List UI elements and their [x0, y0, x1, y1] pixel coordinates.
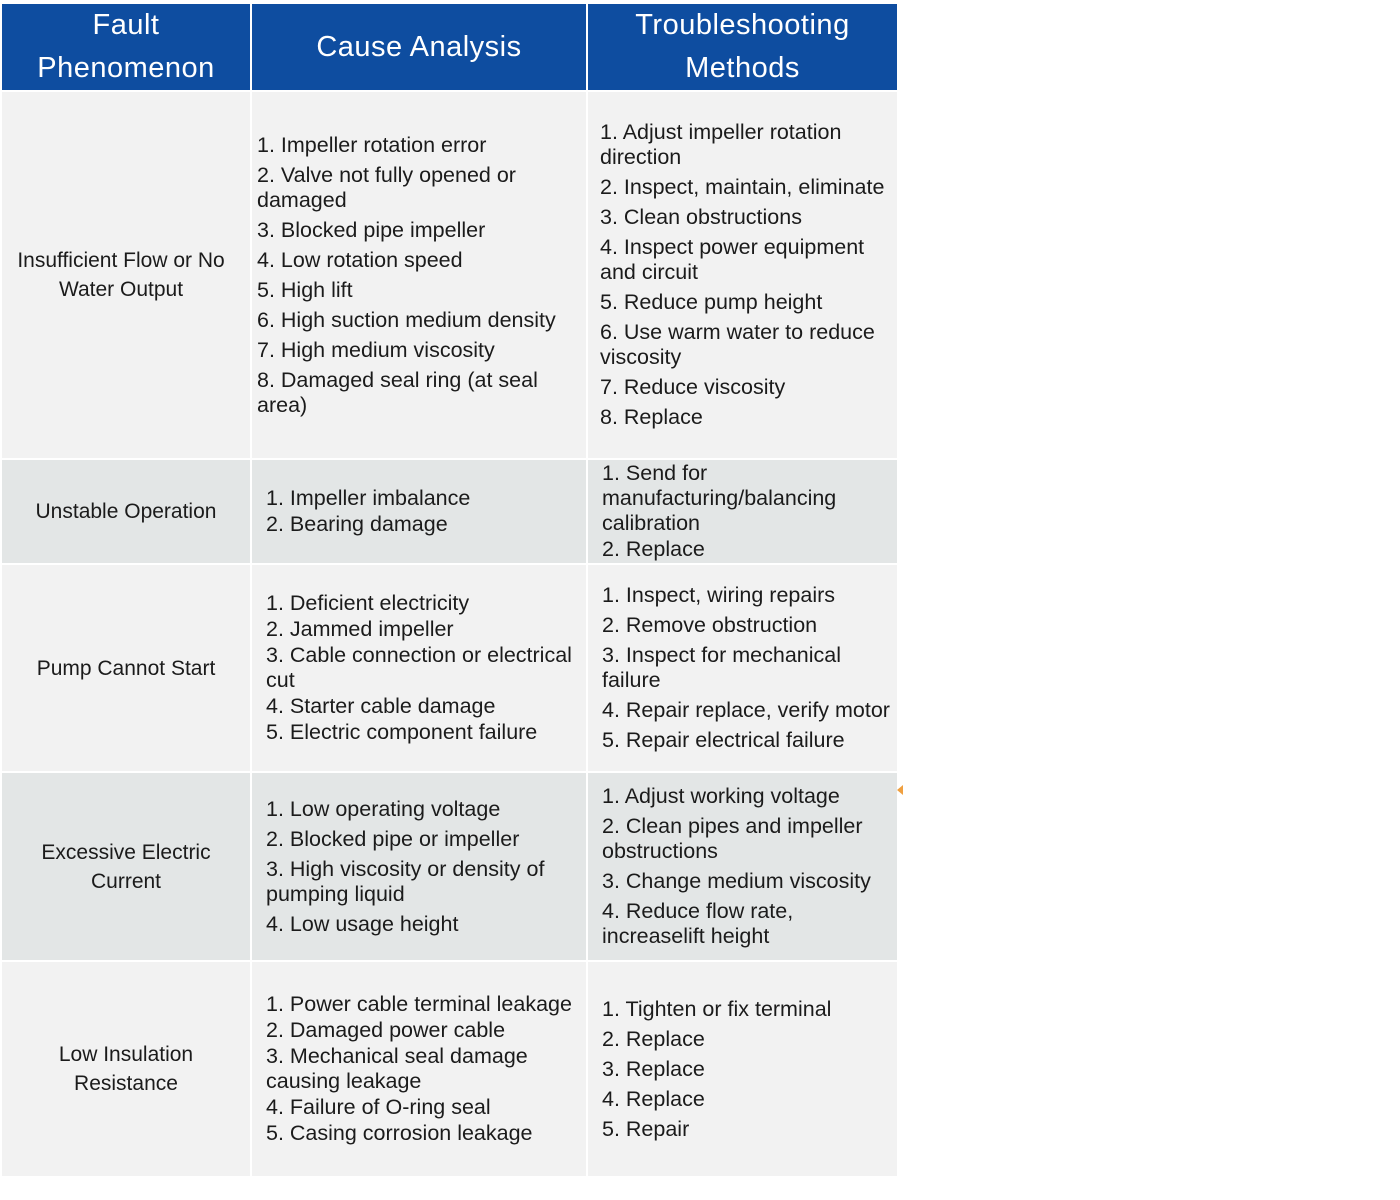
method-item: 1. Send for manufacturing/balancing cali… [602, 461, 837, 535]
fault-label: Unstable Operation [35, 500, 217, 523]
orange-marker-icon [897, 785, 903, 795]
cause-item: 8. Damaged seal ring (at seal area) [257, 367, 538, 417]
fault-label: Excessive Electric Current [41, 840, 211, 893]
cause-item: 2. Bearing damage [266, 512, 448, 536]
fault-phenomenon-cell: Pump Cannot Start [0, 563, 252, 773]
method-item: 4. Repair replace, verify motor [602, 698, 890, 722]
method-item: 5. Repair electrical failure [602, 728, 845, 752]
fault-phenomenon-cell: Low Insulation Resistance [0, 960, 252, 1178]
table-row: Pump Cannot Start 1. Deficient electricit… [0, 563, 899, 773]
header-row: Fault Phenomenon Cause Analysis Troubles… [0, 2, 899, 92]
method-item: 3. Clean obstructions [600, 205, 802, 229]
cause-analysis-cell: 1. Low operating voltage 2. Blocked pipe … [250, 771, 588, 962]
cause-item: 4. Low rotation speed [257, 247, 463, 272]
troubleshooting-methods-cell: 1. Tighten or fix terminal 2. Replace 3. R… [586, 960, 899, 1178]
method-item: 3. Inspect for mechanical failure [602, 643, 842, 692]
table-row: Low Insulation Resistance 1. Power cable … [0, 960, 899, 1178]
cause-item: 1. Deficient electricity [266, 591, 470, 615]
fault-phenomenon-cell: Unstable Operation [0, 458, 252, 565]
cause-item: 1. Low operating voltage [266, 796, 501, 821]
fault-label: Pump Cannot Start [36, 656, 216, 680]
cause-item: 6. High suction medium density [257, 307, 556, 332]
fault-phenomenon-cell: Insufficient Flow or No Water Output [0, 90, 252, 460]
method-item: 2. Clean pipes and impeller obstructions [602, 814, 863, 863]
cause-item: 4. Low usage height [266, 911, 459, 936]
cause-item: 3. High viscosity or density of pumping … [266, 856, 545, 906]
troubleshooting-methods-cell: 1. Send for manufacturing/balancing cali… [586, 458, 899, 565]
cause-analysis-cell: 1. Impeller rotation error 2. Valve not f… [250, 90, 588, 460]
method-item: 2. Replace [602, 537, 705, 561]
header-fault-phenomenon: Fault Phenomenon [0, 2, 252, 92]
method-item: 8. Replace [600, 405, 703, 429]
table-row: Unstable Operation 1. Impeller imbalance 2… [0, 458, 899, 565]
cause-analysis-cell: 1. Deficient electricity 2. Jammed impell… [250, 563, 588, 773]
troubleshooting-methods-cell: 1. Adjust impeller rotation direction 2. … [586, 90, 899, 460]
method-item: 4. Reduce flow rate, increaselift height [602, 899, 794, 948]
cause-item: 2. Damaged power cable [266, 1018, 506, 1042]
cause-item: 1. Impeller rotation error [257, 132, 487, 157]
cause-item: 3. Blocked pipe impeller [257, 217, 486, 242]
fault-label: Insufficient Flow or No Water Output [17, 249, 225, 301]
cause-item: 1. Power cable terminal leakage [266, 992, 572, 1016]
cause-item: 7. High medium viscosity [257, 337, 495, 362]
method-item: 2. Replace [602, 1026, 705, 1051]
method-item: 1. Tighten or fix terminal [602, 996, 832, 1021]
cause-analysis-cell: 1. Impeller imbalance 2. Bearing damage [250, 458, 588, 565]
troubleshooting-methods-cell: 1. Inspect, wiring repairs 2. Remove obst… [586, 563, 899, 773]
fault-label: Low Insulation Resistance [58, 1043, 194, 1095]
method-item: 1. Adjust working voltage [602, 784, 840, 808]
method-item: 4. Replace [602, 1086, 705, 1111]
method-item: 1. Inspect, wiring repairs [602, 583, 836, 607]
table-row: Insufficient Flow or No Water Output 1. I… [0, 90, 899, 460]
method-item: 2. Remove obstruction [602, 613, 818, 637]
cause-item: 5. Electric component failure [266, 720, 538, 744]
cause-item: 2. Jammed impeller [266, 617, 454, 641]
method-item: 4. Inspect power equipment and circuit [600, 235, 865, 284]
method-item: 5. Reduce pump height [600, 290, 823, 314]
header-cause-analysis: Cause Analysis [250, 2, 588, 92]
fault-troubleshooting-table: Fault Phenomenon Cause Analysis Troubles… [0, 2, 899, 1178]
cause-item: 5. Casing corrosion leakage [266, 1121, 533, 1145]
cause-item: 3. Cable connection or electrical cut [266, 643, 572, 692]
header-troubleshooting-methods: Troubleshooting Methods [586, 2, 899, 92]
method-item: 7. Reduce viscosity [600, 375, 786, 399]
cause-item: 3. Mechanical seal damage causing leakag… [266, 1044, 528, 1093]
fault-phenomenon-cell: Excessive Electric Current [0, 771, 252, 962]
cause-item: 2. Blocked pipe or impeller [266, 826, 520, 851]
troubleshooting-methods-cell: 1. Adjust working voltage 2. Clean pipes … [586, 771, 899, 962]
table-row: Excessive Electric Current 1. Low operati… [0, 771, 899, 962]
method-item: 3. Change medium viscosity [602, 869, 871, 893]
cause-item: 2. Valve not fully opened or damaged [257, 162, 516, 212]
cause-item: 5. High lift [257, 277, 353, 302]
method-item: 3. Replace [602, 1056, 705, 1081]
cause-analysis-cell: 1. Power cable terminal leakage 2. Damage… [250, 960, 588, 1178]
cause-item: 4. Starter cable damage [266, 694, 496, 718]
method-item: 1. Adjust impeller rotation direction [600, 120, 842, 169]
method-item: 2. Inspect, maintain, eliminate [600, 175, 885, 199]
cause-item: 4. Failure of O-ring seal [266, 1095, 491, 1119]
method-item: 6. Use warm water to reduce viscosity [600, 320, 875, 369]
method-item: 5. Repair [602, 1116, 690, 1141]
cause-item: 1. Impeller imbalance [266, 486, 471, 510]
